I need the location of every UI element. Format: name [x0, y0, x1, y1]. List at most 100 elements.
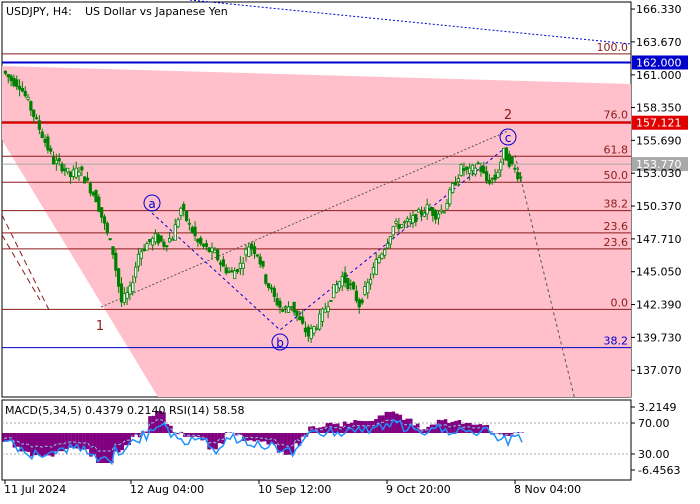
candle-body — [193, 226, 197, 237]
candle-body — [414, 214, 418, 223]
candle-body — [349, 283, 353, 286]
candle-body — [368, 278, 373, 285]
macd-bar — [23, 433, 27, 452]
candle-body — [117, 268, 121, 287]
macd-bar — [57, 433, 62, 452]
macd-bar — [353, 420, 357, 433]
candle-body — [439, 209, 443, 213]
candle-body — [100, 207, 104, 218]
macd-bar — [127, 433, 131, 445]
macd-bar — [301, 433, 305, 437]
candle-body — [332, 284, 336, 299]
fib-level-label: 23.6 — [604, 236, 629, 249]
candle-body — [434, 210, 438, 220]
macd-bar — [217, 433, 222, 444]
macd-bar — [99, 433, 104, 463]
macd-bar — [2, 433, 6, 442]
candle-body — [255, 254, 259, 257]
wave-channel-line — [100, 130, 509, 308]
candle-body — [301, 316, 305, 324]
candle-body — [77, 171, 81, 177]
candle-body — [451, 183, 455, 193]
macd-bar — [401, 419, 406, 433]
price-tick-label: 155.690 — [636, 134, 682, 147]
candle-body — [23, 90, 27, 97]
macd-bar — [210, 433, 215, 449]
candle-body — [97, 196, 101, 212]
candle-body — [363, 286, 367, 295]
macd-bar — [468, 423, 472, 433]
candle-body — [425, 204, 429, 215]
candle-body — [261, 260, 265, 267]
macd-bar — [443, 419, 448, 433]
macd-bar — [294, 433, 298, 444]
macd-bar — [16, 433, 20, 447]
macd-bar — [68, 433, 72, 448]
candle-body — [111, 246, 115, 255]
macd-bar — [367, 420, 371, 433]
candle-body — [269, 287, 274, 290]
macd-bar — [106, 433, 111, 463]
macd-bar — [266, 433, 271, 445]
macd-bar — [176, 433, 180, 435]
macd-bar — [436, 419, 441, 433]
candle-body — [318, 313, 322, 330]
candle-body — [323, 308, 327, 313]
candle-body — [176, 219, 180, 228]
macd-bar — [193, 433, 198, 437]
macd-bar — [207, 433, 211, 450]
candle-body — [80, 166, 84, 171]
candle-body — [513, 167, 517, 170]
candle-body — [153, 233, 158, 243]
candle-body — [102, 216, 107, 224]
candle-body — [354, 290, 359, 302]
candle-body — [391, 226, 395, 236]
wave-labels: 1 2 a b c — [96, 108, 517, 351]
macd-bar — [130, 433, 135, 438]
fib-level-label: 61.8 — [604, 143, 629, 156]
candle-body — [167, 238, 172, 243]
candle-body — [32, 109, 36, 118]
price-tick-label: 158.350 — [636, 102, 682, 115]
fib-level-label: 50.0 — [604, 169, 629, 182]
candle-body — [179, 207, 183, 216]
candle-body — [252, 246, 257, 255]
price-tick-label: 166.330 — [636, 3, 682, 16]
candle-body — [405, 218, 409, 222]
candle-body — [20, 88, 24, 92]
candle-body — [54, 159, 58, 164]
candle-body — [493, 174, 497, 180]
macd-bar — [308, 426, 312, 433]
fib-level-label: 76.0 — [604, 109, 629, 122]
candle-body — [340, 276, 344, 287]
candle-body — [490, 177, 494, 180]
candle-body — [190, 227, 194, 234]
macd-bar — [422, 429, 427, 433]
macd-bar — [475, 424, 479, 433]
macd-bar — [287, 433, 291, 455]
macd-bar — [405, 418, 410, 433]
price-level-tag-label: 162.000 — [636, 56, 682, 69]
candle-body — [278, 300, 282, 308]
candle-body — [459, 164, 463, 176]
candle-body — [442, 211, 446, 214]
candle-body — [516, 172, 520, 180]
macd-bar — [322, 426, 326, 433]
candle-body — [510, 156, 514, 165]
wave-c-circle — [499, 128, 517, 146]
candle-body — [482, 166, 486, 174]
chart-description: US Dollar vs Japanese Yen — [85, 5, 228, 18]
candle-body — [351, 282, 356, 290]
macd-bar — [120, 433, 125, 451]
macd-bar — [40, 433, 45, 457]
macd-bar — [318, 427, 323, 433]
candle-body — [428, 208, 432, 211]
macd-bar — [50, 433, 55, 457]
candle-body — [204, 243, 208, 247]
candle-body — [221, 259, 225, 267]
fib-level-label: 0.0 — [611, 296, 629, 309]
macd-bar — [89, 433, 93, 457]
candle-body — [66, 167, 70, 173]
candle-body — [6, 74, 10, 78]
left-trend-line — [1, 214, 51, 313]
